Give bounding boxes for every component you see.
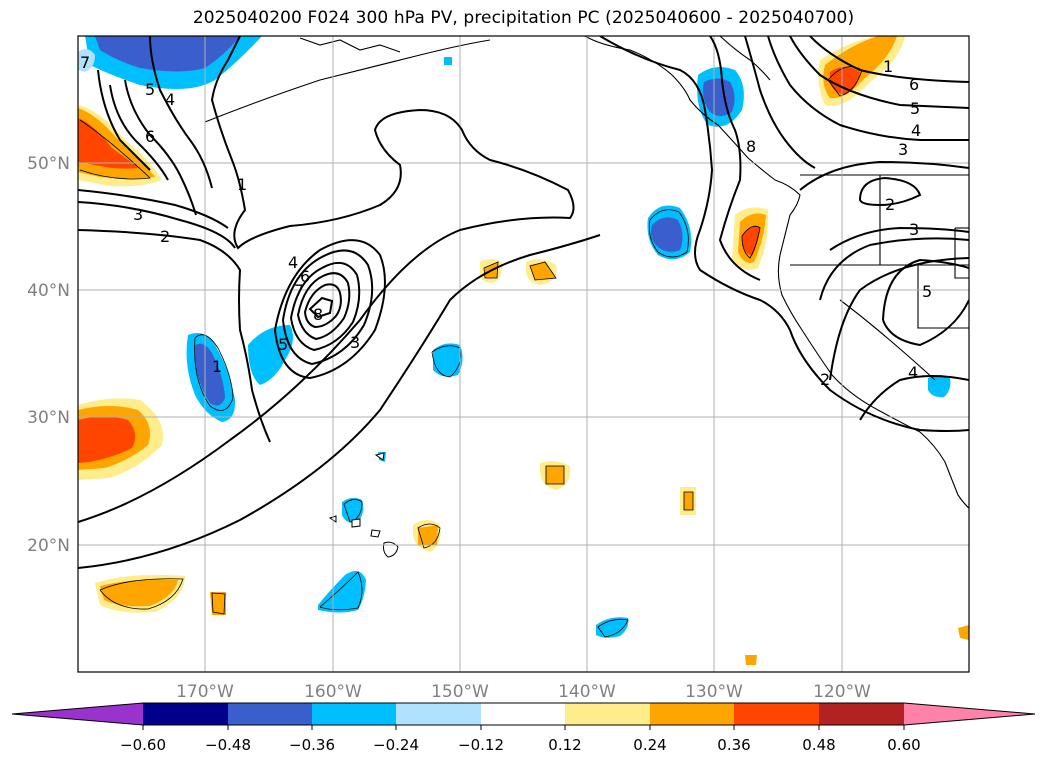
latitude-labels: 50°N 40°N 30°N 20°N [27, 154, 70, 556]
colorbar: −0.60 −0.48 −0.36 −0.24 −0.12 0.12 0.24 … [11, 702, 1036, 754]
contour-label: 7 [294, 281, 304, 300]
colorbar-lower-extension [12, 703, 143, 725]
colorbar-tick-label: −0.12 [458, 736, 504, 754]
contour-label: 8 [313, 305, 323, 324]
colorbar-swatch [228, 703, 313, 725]
colorbar-upper-extension [904, 703, 1035, 725]
contour-label: 4 [911, 121, 921, 140]
islands [328, 452, 399, 558]
contour-label: 4 [908, 363, 918, 382]
contour-label: 4 [288, 253, 298, 272]
lon-label: 170°W [176, 682, 234, 702]
graticule [78, 36, 969, 672]
colorbar-swatch [734, 703, 819, 725]
colorbar-tick-label: −0.36 [289, 736, 335, 754]
colorbar-swatch [481, 703, 566, 725]
contour-label: 1 [237, 175, 247, 194]
colorbar-tick-label: 0.36 [717, 736, 750, 754]
figure-title: 2025040200 F024 300 hPa PV, precipitatio… [192, 8, 855, 28]
contour-label: 3 [133, 205, 143, 224]
lon-label: 120°W [813, 682, 871, 702]
lon-label: 150°W [431, 682, 489, 702]
contour-label: 1 [212, 357, 222, 376]
contour-label: 2 [885, 195, 895, 214]
precip-outline-contours [79, 66, 863, 638]
contour-label: 6 [300, 267, 310, 286]
colorbar-tick-label: 0.12 [548, 736, 581, 754]
lat-label: 30°N [27, 408, 70, 428]
contour-labels: 1 2 3 4 5 6 7 8 1 2 3 4 5 6 7 8 1 2 3 4 … [80, 53, 932, 389]
colorbar-tick-label: −0.24 [373, 736, 419, 754]
colorbar-swatch [396, 703, 481, 725]
contour-label: 8 [746, 137, 756, 156]
lat-label: 50°N [27, 154, 70, 174]
contour-label: 6 [145, 127, 155, 146]
contour-label: 5 [278, 335, 288, 354]
colorbar-tick-label: 0.24 [633, 736, 666, 754]
lon-label: 160°W [304, 682, 362, 702]
contour-label: 5 [910, 99, 920, 118]
lon-label: 130°W [685, 682, 743, 702]
colorbar-tick-label: 0.48 [802, 736, 835, 754]
contour-label: 5 [145, 80, 155, 99]
colorbar-swatch [565, 703, 650, 725]
colorbar-swatch [143, 703, 228, 725]
contour-label: 5 [922, 282, 932, 301]
contour-label: 2 [160, 227, 170, 246]
colorbar-swatch [819, 703, 904, 725]
colorbar-swatch [312, 703, 397, 725]
colorbar-tick-label: −0.48 [205, 736, 251, 754]
contour-label: 4 [165, 90, 175, 109]
contour-label: 3 [350, 333, 360, 352]
contour-label: 6 [909, 75, 919, 94]
negative-precip-shading [78, 36, 951, 638]
map-frame [77, 35, 970, 673]
map-plot-area: 1 2 3 4 5 6 7 8 1 2 3 4 5 6 7 8 1 2 3 4 … [78, 36, 969, 672]
longitude-labels: 170°W 160°W 150°W 140°W 130°W 120°W [176, 682, 871, 702]
contour-label: 3 [909, 220, 919, 239]
pv-contours [78, 36, 969, 569]
contour-label: 3 [898, 140, 908, 159]
colorbar-tick-label: −0.60 [120, 736, 166, 754]
colorbar-tick-label: 0.60 [887, 736, 920, 754]
contour-label: 2 [820, 370, 830, 389]
lat-label: 40°N [27, 281, 70, 301]
lat-label: 20°N [27, 536, 70, 556]
lon-label: 140°W [558, 682, 616, 702]
contour-label: 7 [80, 53, 90, 72]
contour-label: 1 [883, 57, 893, 76]
colorbar-swatch [650, 703, 735, 725]
